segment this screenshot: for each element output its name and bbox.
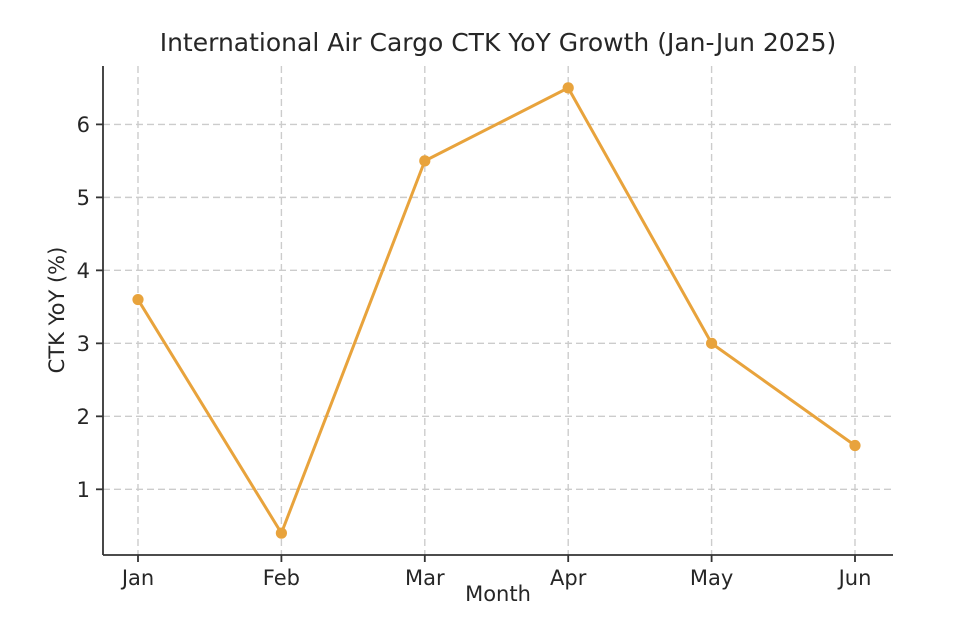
x-tick-label: Mar xyxy=(405,566,445,590)
data-point-marker xyxy=(562,82,574,94)
y-tick-label: 1 xyxy=(77,478,90,502)
y-tick-label: 5 xyxy=(77,186,90,210)
chart-title: International Air Cargo CTK YoY Growth (… xyxy=(159,28,837,57)
y-tick-label: 2 xyxy=(77,405,90,429)
data-point-marker xyxy=(132,293,144,306)
x-tick-label: Jan xyxy=(120,566,154,590)
x-tick-label: Feb xyxy=(263,566,300,590)
data-point-marker xyxy=(849,439,861,452)
x-axis-label: Month xyxy=(465,582,531,606)
line-series xyxy=(136,86,857,535)
x-tick-label: Apr xyxy=(550,566,587,590)
y-tick-label: 4 xyxy=(77,259,90,283)
data-point-marker xyxy=(275,527,287,539)
x-tick-label: May xyxy=(690,566,733,590)
data-point-marker xyxy=(706,337,718,349)
data-point-marker xyxy=(419,155,431,167)
x-tick-label: Jun xyxy=(837,566,872,590)
y-tick-label: 3 xyxy=(77,332,90,356)
y-tick-label: 6 xyxy=(77,113,90,137)
